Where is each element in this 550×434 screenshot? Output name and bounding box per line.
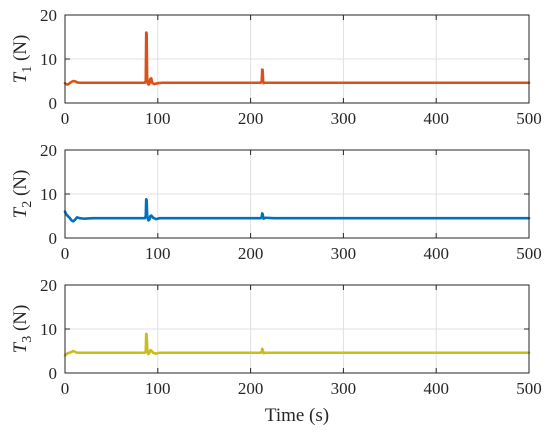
panel-2-y-axis-symbol: T: [10, 206, 31, 218]
panel-3-x-tick-label: 300: [331, 379, 357, 398]
panel-3-x-tick-label: 400: [423, 379, 449, 398]
panel-1-x-tick-label: 300: [331, 109, 357, 128]
panel-2-series-line: [63, 197, 531, 223]
panel-2-x-tick-label: 100: [145, 244, 171, 263]
panel-1-y-tick-label: 20: [40, 6, 57, 25]
panel-3-x-tick-label: 0: [61, 379, 70, 398]
panel-3-y-axis-symbol: T: [10, 341, 31, 353]
panel-1-x-tick-label: 400: [423, 109, 449, 128]
x-axis-label: Time (s): [265, 405, 329, 426]
panel-2-x-tick-label: 0: [61, 244, 70, 263]
panel-2-y-axis-subscript: 2: [20, 201, 35, 208]
panel-3-x-tick-label: 500: [516, 379, 542, 398]
panel-1-y-axis-subscript: 1: [20, 66, 35, 73]
panel-1-y-tick-label: 10: [40, 50, 57, 69]
panel-3-y-tick-label: 20: [40, 276, 57, 295]
panel-3-y-tick-label: 10: [40, 320, 57, 339]
panel-1-x-tick-label: 500: [516, 109, 542, 128]
panel-2-x-tick-label: 200: [238, 244, 264, 263]
panel-2-y-axis-unit: (N): [10, 170, 31, 201]
panel-2-x-tick-label: 300: [331, 244, 357, 263]
panel-1-y-axis-unit: (N): [10, 35, 31, 66]
panel-1-y-axis-label: T1 (N): [10, 35, 35, 84]
panel-3-x-tick-label: 200: [238, 379, 264, 398]
panel-2-x-tick-label: 500: [516, 244, 542, 263]
panel-1-y-axis-symbol: T: [10, 71, 31, 83]
panel-1-series-line: [63, 31, 531, 86]
panel-1-x-tick-label: 200: [238, 109, 264, 128]
panel-1-y-tick-label: 0: [49, 94, 58, 113]
panel-3-series-line: [63, 332, 531, 357]
panel-2-y-axis-label: T2 (N): [10, 170, 35, 219]
panel-3-y-tick-label: 0: [49, 364, 58, 383]
panel-3-y-axis-unit: (N): [10, 305, 31, 336]
panel-2-y-tick-label: 20: [40, 141, 57, 160]
panel-1-x-tick-label: 100: [145, 109, 171, 128]
panel-2-y-tick-label: 10: [40, 185, 57, 204]
panel-2-x-tick-label: 400: [423, 244, 449, 263]
panel-1-x-tick-label: 0: [61, 109, 70, 128]
panel-3-y-axis-label: T3 (N): [10, 305, 35, 354]
panel-2-y-tick-label: 0: [49, 229, 58, 248]
panel-3-y-axis-subscript: 3: [20, 336, 35, 343]
panel-3-x-tick-label: 100: [145, 379, 171, 398]
